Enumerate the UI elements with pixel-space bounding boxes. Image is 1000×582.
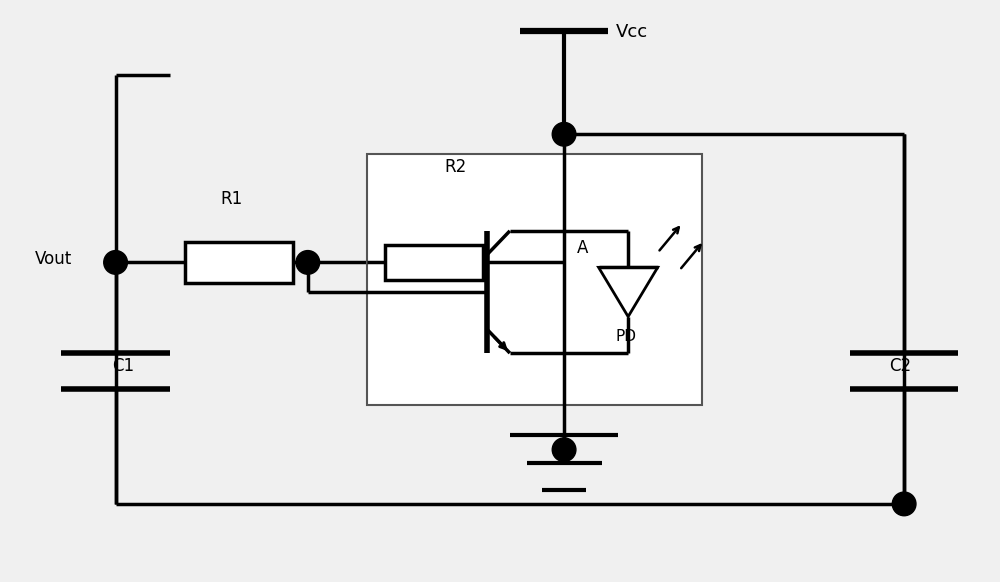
Text: R2: R2 xyxy=(445,158,467,176)
Bar xyxy=(367,154,702,405)
Text: R1: R1 xyxy=(221,190,243,208)
Circle shape xyxy=(552,122,576,146)
Text: C1: C1 xyxy=(112,357,135,375)
Text: A: A xyxy=(577,239,588,257)
Text: Vout: Vout xyxy=(35,250,72,268)
Bar xyxy=(185,242,293,283)
Text: Vcc: Vcc xyxy=(616,23,648,41)
Circle shape xyxy=(892,492,916,516)
Circle shape xyxy=(104,251,127,274)
Circle shape xyxy=(296,251,320,274)
Bar xyxy=(385,245,483,280)
Text: C2: C2 xyxy=(889,357,911,375)
Circle shape xyxy=(552,438,576,462)
Polygon shape xyxy=(599,267,658,317)
Text: PD: PD xyxy=(615,329,636,345)
